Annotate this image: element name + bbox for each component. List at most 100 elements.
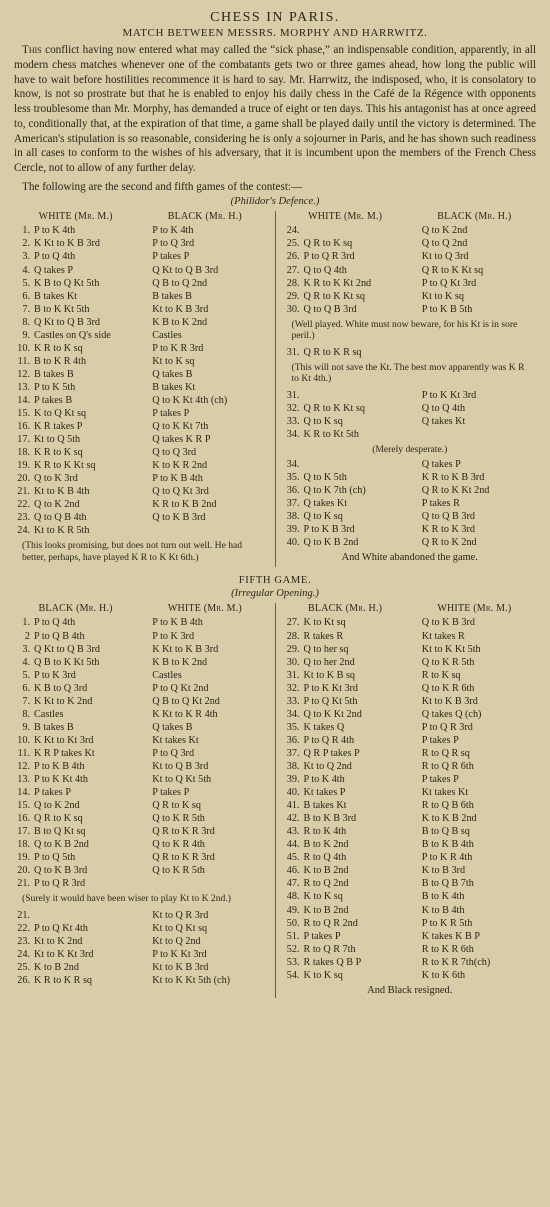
move-w: Kt to K R 5th bbox=[34, 524, 148, 537]
move-w: Kt to Q Kt 5th bbox=[152, 773, 266, 786]
move-w: Q takes B bbox=[152, 721, 266, 734]
game1-right-moves-top: 24.Q to K 2nd25.Q R to K sqQ to Q 2nd26.… bbox=[284, 224, 537, 315]
column-headers: BLACK (Mr. H.) WHITE (Mr. M.) bbox=[14, 603, 267, 614]
move-w: P to K R 4th bbox=[422, 851, 536, 864]
move-w: Q to Q B 4th bbox=[34, 511, 148, 524]
game1-opening: (Philidor's Defence.) bbox=[14, 196, 536, 207]
move-w: Q takes Kt bbox=[304, 497, 418, 510]
move-row: 30.Q to her 2ndQ to K R 5th bbox=[284, 656, 537, 669]
move-number: 12. bbox=[14, 760, 30, 773]
move-row: 20.Q to K B 3rdQ to K R 5th bbox=[14, 864, 267, 877]
move-b: P to K B 5th bbox=[422, 303, 536, 316]
move-row: 7.K Kt to K 2ndQ B to Q Kt 2nd bbox=[14, 695, 267, 708]
move-row: 5.K B to Q Kt 5thQ B to Q 2nd bbox=[14, 277, 267, 290]
move-w: P to K 5th bbox=[34, 381, 148, 394]
move-row: 44.B to K 2ndB to K B 4th bbox=[284, 838, 537, 851]
move-w: Q to K R 5th bbox=[152, 812, 266, 825]
move-number: 22. bbox=[14, 498, 30, 511]
move-number: 24. bbox=[14, 948, 30, 961]
move-b: Q to K Kt 4th (ch) bbox=[152, 394, 266, 407]
move-number: 3. bbox=[14, 250, 30, 263]
move-row: 28.R takes RKt takes R bbox=[284, 630, 537, 643]
move-number: 11. bbox=[14, 747, 30, 760]
move-row: 1.P to K 4thP to K 4th bbox=[14, 224, 267, 237]
move-number: 17. bbox=[14, 433, 30, 446]
page-title: CHESS IN PARIS. bbox=[14, 10, 536, 26]
move-b: P to Q Kt 4th bbox=[34, 922, 148, 935]
game2-left-moves-bot: 21.Kt to Q R 3rd22.P to Q Kt 4thKt to Q … bbox=[14, 909, 267, 987]
annotation: (Merely desperate.) bbox=[284, 444, 537, 455]
move-b: P takes P bbox=[34, 786, 148, 799]
black-header: BLACK (Mr. H.) bbox=[143, 211, 266, 222]
move-w: K Kt to K B 3rd bbox=[152, 643, 266, 656]
move-row: 38.Q to K sqQ to Q B 3rd bbox=[284, 510, 537, 523]
move-w bbox=[304, 389, 418, 402]
move-w: Q to K R 5th bbox=[152, 864, 266, 877]
game2-opening: (Irregular Opening.) bbox=[14, 588, 536, 599]
move-w: Q to K 5th bbox=[304, 471, 418, 484]
move-number: 35. bbox=[284, 471, 300, 484]
move-w: K takes K B P bbox=[422, 930, 536, 943]
move-number: 23. bbox=[14, 511, 30, 524]
move-row: 49.K to B 2ndK to B 4th bbox=[284, 904, 537, 917]
move-w: R to Q B 6th bbox=[422, 799, 536, 812]
move-row: 29.Q R to K Kt sqKt to K sq bbox=[284, 290, 537, 303]
move-b: Q R to K 2nd bbox=[422, 536, 536, 549]
move-w: Q takes P bbox=[34, 264, 148, 277]
move-row: 41.B takes KtR to Q B 6th bbox=[284, 799, 537, 812]
move-number: 26. bbox=[14, 974, 30, 987]
move-number: 34. bbox=[284, 458, 300, 471]
move-w: P to Q R 3rd bbox=[422, 721, 536, 734]
move-b: R takes Q B P bbox=[304, 956, 418, 969]
move-w: K Kt to K B 3rd bbox=[34, 237, 148, 250]
move-row: 53.R takes Q B PR to K R 7th(ch) bbox=[284, 956, 537, 969]
move-row: 1.P to Q 4thP to K B 4th bbox=[14, 616, 267, 629]
move-number: 2 bbox=[14, 630, 30, 643]
move-w: Q to K B 3rd bbox=[422, 616, 536, 629]
move-w: B to Q B 7th bbox=[422, 877, 536, 890]
move-number: 9. bbox=[14, 329, 30, 342]
move-w: K to K 6th bbox=[422, 969, 536, 982]
move-number: 50. bbox=[284, 917, 300, 930]
move-w: K R to Kt 5th bbox=[304, 428, 418, 441]
move-w: Q R to K Kt sq bbox=[304, 290, 418, 303]
annotation: (This looks promising, but does not turn… bbox=[22, 540, 265, 563]
move-number: 51. bbox=[284, 930, 300, 943]
move-b: Q R to K Kt sq bbox=[422, 264, 536, 277]
move-b: Q Kt to Q B 3rd bbox=[152, 264, 266, 277]
move-row: 15.K to Q Kt sqP takes P bbox=[14, 407, 267, 420]
move-row: 35.K takes QP to Q R 3rd bbox=[284, 721, 537, 734]
game1-right-moves-mid: 31.P to K Kt 3rd32.Q R to K Kt sqQ to Q … bbox=[284, 389, 537, 441]
move-b: Q takes P bbox=[422, 458, 536, 471]
move-w: Kt to Q R 3rd bbox=[152, 909, 266, 922]
move-number: 33. bbox=[284, 695, 300, 708]
move-number: 34. bbox=[284, 708, 300, 721]
move-b: B to K B 3rd bbox=[304, 812, 418, 825]
move-number: 11. bbox=[14, 355, 30, 368]
move-row: 28.K R to K Kt 2ndP to Q Kt 3rd bbox=[284, 277, 537, 290]
move-number: 29. bbox=[284, 643, 300, 656]
move-w: Kt to K Kt 5th bbox=[422, 643, 536, 656]
move-b bbox=[34, 909, 148, 922]
move-row: 16.Q R to K sqQ to K R 5th bbox=[14, 812, 267, 825]
move-row: 15.Q to K 2ndQ R to K sq bbox=[14, 799, 267, 812]
move-b: K R P takes Kt bbox=[34, 747, 148, 760]
move-w: Kt takes Kt bbox=[152, 734, 266, 747]
move-b: Q to her 2nd bbox=[304, 656, 418, 669]
move-row: 42.B to K B 3rdK to K B 2nd bbox=[284, 812, 537, 825]
move-row: 10.K Kt to Kt 3rdKt takes Kt bbox=[14, 734, 267, 747]
move-w: Q R to K Kt sq bbox=[304, 402, 418, 415]
move-w: Q to K B 2nd bbox=[304, 536, 418, 549]
move-w: K B to Q Kt 5th bbox=[34, 277, 148, 290]
move-row: 37.Q R P takes PR to Q R sq bbox=[284, 747, 537, 760]
move-b: P to Q Kt 3rd bbox=[422, 277, 536, 290]
move-number: 25. bbox=[284, 237, 300, 250]
move-number: 27. bbox=[284, 264, 300, 277]
move-w: P to K R 5th bbox=[422, 917, 536, 930]
move-b: Q takes K R P bbox=[152, 433, 266, 446]
move-w: P to K B 4th bbox=[152, 616, 266, 629]
move-number: 39. bbox=[284, 523, 300, 536]
column-headers: WHITE (Mr. M.) BLACK (Mr. H.) bbox=[14, 211, 267, 222]
move-b: P to K 3rd bbox=[34, 669, 148, 682]
move-w: Q to K R 4th bbox=[152, 838, 266, 851]
